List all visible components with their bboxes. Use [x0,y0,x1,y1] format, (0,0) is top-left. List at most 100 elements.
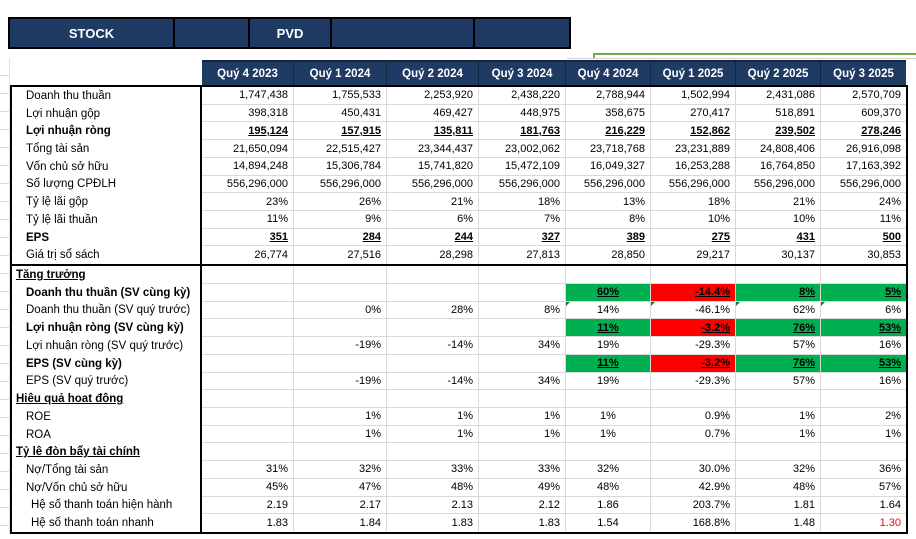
cell[interactable]: 48% [566,478,651,497]
cell[interactable]: -14% [387,337,479,355]
cell[interactable]: 11% [821,211,906,229]
quarter-header[interactable]: Quý 4 2024 [566,62,651,85]
cell[interactable]: 358,675 [566,104,651,123]
row-label[interactable]: Tỷ lệ lãi gộp [12,193,202,212]
cell[interactable] [202,407,294,426]
cell[interactable] [387,283,479,302]
cell[interactable]: 351 [202,228,294,247]
cell[interactable]: 7% [479,211,566,229]
row-label[interactable]: Doanh thu thuần (SV quý trước) [12,301,202,320]
cell[interactable]: 8% [736,283,821,302]
cell[interactable]: 181,763 [479,122,566,141]
band-empty-cell[interactable] [475,19,569,47]
quarter-header[interactable]: Quý 1 2025 [651,62,736,85]
cell[interactable]: 57% [821,479,906,497]
cell[interactable]: 16,253,288 [651,157,736,176]
row-label[interactable]: EPS [12,228,202,247]
row-label[interactable]: EPS (SV cùng kỳ) [12,354,202,373]
quarter-header[interactable]: Quý 3 2025 [833,67,894,80]
cell[interactable]: 2% [821,408,906,426]
cell[interactable]: 57% [736,337,821,355]
cell[interactable]: 2,788,944 [566,87,651,105]
cell[interactable]: 48% [387,478,479,497]
cell[interactable]: 15,741,820 [387,157,479,176]
cell[interactable] [566,390,651,408]
cell[interactable]: 24% [821,193,906,212]
cell[interactable]: 1% [479,425,566,444]
row-label[interactable]: Lợi nhuận gộp [12,104,202,123]
cell[interactable] [651,390,736,408]
cell[interactable]: 244 [387,228,479,247]
cell[interactable]: 14,894,248 [202,157,294,176]
cell[interactable] [387,443,479,462]
cell[interactable]: 26% [294,193,387,212]
cell[interactable] [202,337,294,355]
cell[interactable]: 8% [566,211,651,229]
cell[interactable] [736,443,821,462]
cell[interactable]: 21,650,094 [202,140,294,158]
cell[interactable]: -19% [294,337,387,355]
cell[interactable] [387,266,479,284]
cell[interactable]: 10% [736,211,821,229]
cell[interactable]: 11% [566,319,651,338]
row-label[interactable]: Hệ số thanh toán nhanh [12,514,202,532]
cell[interactable]: 15,306,784 [294,157,387,176]
row-label[interactable]: Hệ số thanh toán hiện hành [12,496,202,515]
cell[interactable]: 239,502 [736,122,821,141]
cell[interactable]: 62% [736,301,821,320]
row-label[interactable]: Doanh thu thuần (SV cùng kỳ) [12,283,202,302]
cell[interactable]: 76% [736,354,821,373]
cell[interactable] [202,283,294,302]
cell[interactable] [736,390,821,408]
cell[interactable]: 16% [821,337,906,355]
cell[interactable]: 2.17 [294,496,387,515]
cell[interactable]: 18% [479,193,566,212]
cell[interactable]: 23% [202,193,294,212]
cell[interactable]: 30,137 [736,246,821,265]
cell[interactable]: -19% [294,372,387,391]
row-label[interactable]: Vốn chủ sở hữu [12,157,202,176]
cell[interactable] [202,372,294,391]
cell[interactable]: 33% [387,461,479,479]
cell[interactable] [294,354,387,373]
cell[interactable]: 1% [387,407,479,426]
cell[interactable]: 21% [387,193,479,212]
cell[interactable] [202,425,294,444]
row-label[interactable]: ROE [12,407,202,426]
row-label[interactable]: Nợ/Tổng tài sản [12,461,202,479]
cell[interactable]: 0.9% [651,407,736,426]
cell[interactable]: 2,253,920 [387,87,479,105]
cell[interactable]: 556,296,000 [294,175,387,194]
ticker-cell[interactable]: PVD [250,19,332,47]
cell[interactable]: 2.13 [387,496,479,515]
cell[interactable] [294,266,387,284]
band-empty-cell[interactable] [332,19,475,47]
cell[interactable]: 16,049,327 [566,157,651,176]
cell[interactable]: 32% [736,461,821,479]
cell[interactable]: 1.81 [736,496,821,515]
cell[interactable]: -14% [387,372,479,391]
cell[interactable]: 14% [566,301,651,320]
cell[interactable]: 0% [294,301,387,320]
quarter-header[interactable]: Quý 2 2025 [736,62,821,85]
cell[interactable]: 8% [479,301,566,320]
cell[interactable]: 469,427 [387,104,479,123]
row-label[interactable]: Lợi nhuận ròng [12,122,202,141]
cell[interactable]: 2,431,086 [736,87,821,105]
cell[interactable]: 518,891 [736,104,821,123]
cell[interactable]: 11% [202,211,294,229]
cell[interactable]: 1.86 [566,496,651,515]
cell[interactable]: 152,862 [651,122,736,141]
row-label[interactable]: Tổng tài sản [12,140,202,158]
cell[interactable]: -14.4% [651,283,736,302]
cell[interactable]: 9% [294,211,387,229]
cell[interactable]: 22,515,427 [294,140,387,158]
cell[interactable]: 49% [479,478,566,497]
cell[interactable]: 431 [736,228,821,247]
quarter-header[interactable]: Quý 4 2023 [202,62,294,85]
cell[interactable]: 30,853 [821,246,906,264]
cell[interactable] [821,443,906,462]
cell[interactable]: 2.12 [479,496,566,515]
cell[interactable] [651,443,736,462]
cell[interactable]: 556,296,000 [566,175,651,194]
